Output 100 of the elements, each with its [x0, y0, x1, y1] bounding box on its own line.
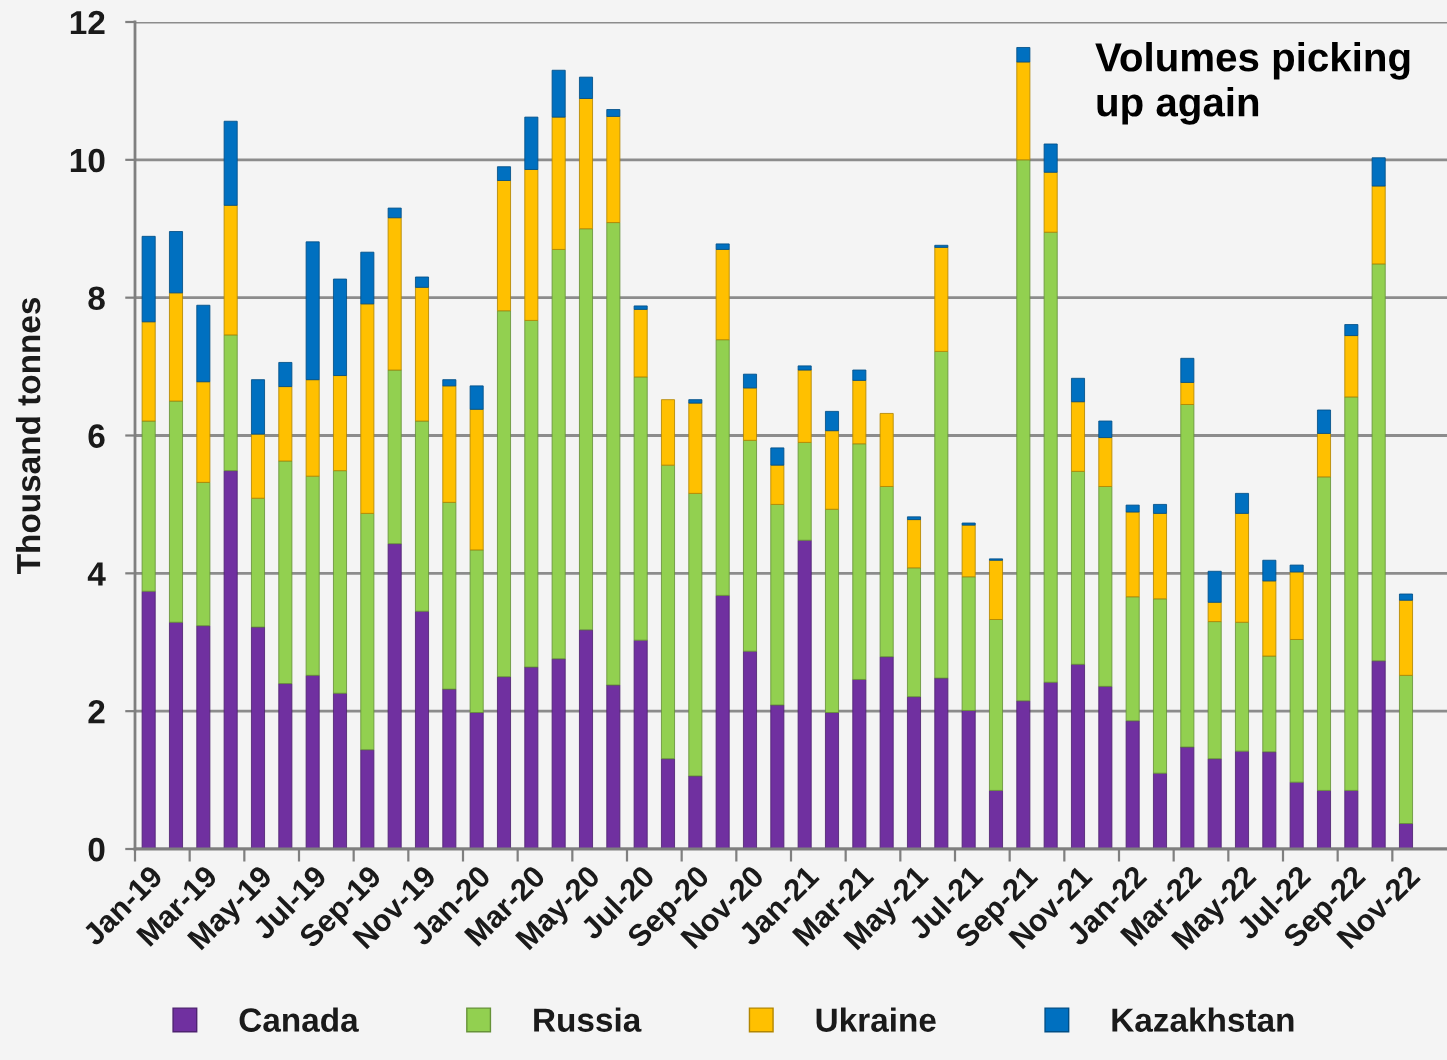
- bar: [1235, 750, 1249, 849]
- bar: [196, 481, 211, 627]
- bar: [1344, 790, 1359, 849]
- bar: [1071, 401, 1085, 472]
- bar: [442, 385, 457, 503]
- bar: [1125, 511, 1140, 598]
- y-tick-label: 8: [88, 286, 105, 311]
- bar: [1180, 746, 1195, 849]
- bar: [223, 120, 238, 206]
- bar: [524, 169, 539, 321]
- bar: [1043, 231, 1058, 683]
- bar: [1317, 409, 1331, 434]
- bar: [907, 516, 921, 520]
- bar: [797, 365, 812, 371]
- bar: [1071, 470, 1085, 665]
- bar: [797, 369, 812, 443]
- bar: [1016, 159, 1031, 702]
- legend-label: Ukraine: [816, 1007, 936, 1032]
- bar: [223, 334, 238, 472]
- bar: [169, 400, 183, 623]
- bar: [169, 292, 183, 402]
- bar: [1098, 685, 1113, 849]
- bar: [825, 430, 839, 510]
- bar: [934, 677, 949, 849]
- bar: [415, 286, 429, 422]
- bar: [606, 109, 621, 117]
- bar: [223, 470, 238, 849]
- bar: [1399, 593, 1413, 601]
- bar: [579, 98, 593, 230]
- bar: [1289, 639, 1304, 783]
- bar: [469, 712, 484, 849]
- bar: [852, 379, 867, 445]
- bar: [879, 413, 894, 487]
- bar: [743, 373, 757, 389]
- bar: [770, 704, 785, 849]
- bar: [1262, 751, 1277, 849]
- bar: [961, 524, 976, 578]
- bar: [715, 339, 730, 596]
- bar: [497, 310, 511, 678]
- bar: [825, 508, 839, 713]
- bar: [442, 379, 457, 387]
- bar: [1371, 157, 1386, 187]
- bar: [879, 656, 894, 849]
- bar: [743, 439, 757, 652]
- bar: [305, 379, 320, 477]
- bar: [1289, 781, 1304, 849]
- annotation: Volumes picking up again: [1095, 42, 1410, 125]
- bar: [141, 420, 156, 592]
- bar: [1371, 263, 1386, 662]
- bar: [333, 278, 347, 376]
- bar: [497, 166, 511, 181]
- bar: [278, 683, 293, 849]
- bar: [1207, 601, 1222, 622]
- bar: [1098, 437, 1113, 487]
- bar: [497, 676, 511, 849]
- bar: [1317, 476, 1331, 791]
- bar: [579, 228, 593, 631]
- bar: [688, 402, 703, 494]
- bar: [1235, 621, 1249, 752]
- bar: [961, 576, 976, 711]
- bar: [305, 475, 320, 676]
- bar: [1071, 663, 1085, 849]
- bar: [524, 319, 539, 668]
- bar: [907, 567, 921, 698]
- bar: [1180, 382, 1195, 405]
- y-tick-label: 6: [88, 424, 105, 448]
- bar: [333, 692, 347, 849]
- y-tick-label: 2: [88, 699, 105, 724]
- bar: [1371, 185, 1386, 265]
- bar: [469, 549, 484, 713]
- bar: [305, 241, 320, 381]
- bar: [196, 381, 211, 483]
- bar: [1399, 823, 1413, 849]
- bar: [1125, 720, 1140, 849]
- bar: [688, 492, 703, 777]
- bar: [1262, 580, 1277, 657]
- bar: [1016, 61, 1031, 161]
- bar: [141, 590, 156, 849]
- bar: [688, 775, 703, 849]
- y-tick-label: 4: [87, 562, 106, 586]
- bar: [579, 76, 593, 99]
- bar: [278, 386, 293, 462]
- bar: [278, 460, 293, 685]
- bar: [1317, 790, 1331, 849]
- bar: [934, 246, 949, 352]
- bar: [360, 251, 375, 305]
- bar: [415, 276, 429, 288]
- bar: [251, 433, 265, 499]
- bar: [1180, 357, 1195, 383]
- bar: [825, 712, 839, 849]
- bar: [141, 321, 156, 422]
- bar: [1262, 655, 1277, 753]
- bar: [879, 486, 894, 658]
- bar: [1262, 559, 1277, 582]
- bar: [770, 504, 785, 706]
- bar: [551, 69, 566, 118]
- bar: [251, 379, 265, 435]
- bar: [770, 447, 785, 466]
- bar: [1098, 420, 1113, 438]
- bar: [1043, 171, 1058, 233]
